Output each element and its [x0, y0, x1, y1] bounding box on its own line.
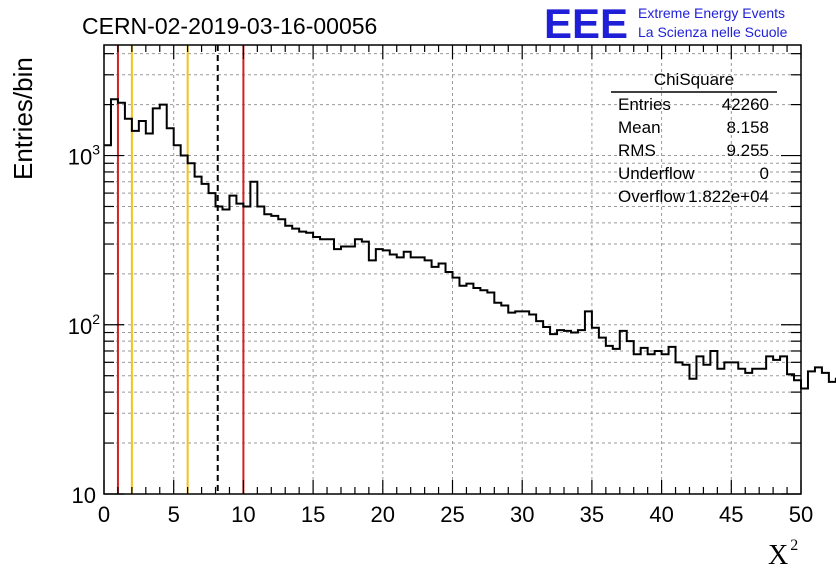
- x-tick-label: 40: [649, 502, 673, 527]
- stats-label-mean: Mean: [618, 118, 661, 137]
- x-tick-label: 45: [719, 502, 743, 527]
- run-title: CERN-02-2019-03-16-00056: [82, 13, 377, 39]
- stats-label-underflow: Underflow: [618, 164, 695, 183]
- eee-logo-text: EEE: [544, 0, 628, 47]
- x-tick-label: 5: [168, 502, 180, 527]
- x-tick-label: 50: [789, 502, 813, 527]
- x-tick-labels: 0 5 10 15 20 25 30 35 40 45 50: [98, 502, 813, 527]
- grid-lines: [104, 45, 801, 495]
- x-tick-label: 0: [98, 502, 110, 527]
- stats-label-rms: RMS: [618, 141, 656, 160]
- stats-title: ChiSquare: [654, 70, 734, 89]
- stats-label-overflow: Overflow: [618, 187, 686, 206]
- y-tick-labels: 10 102 103: [68, 142, 100, 508]
- y-tick-label: 103: [68, 142, 100, 170]
- eee-logo-line2: La Scienza nelle Scuole: [638, 24, 788, 40]
- vertical-marker-lines: [116, 45, 245, 494]
- y-tick-label: 102: [68, 311, 100, 339]
- x-tick-label: 15: [301, 502, 325, 527]
- y-axis-label: Entries/bin: [8, 57, 38, 180]
- eee-logo-line1: Extreme Energy Events: [638, 5, 785, 21]
- stats-box: ChiSquare Entries 42260 Mean 8.158 RMS 9…: [611, 70, 777, 206]
- stats-value-underflow: 0: [760, 164, 769, 183]
- x-tick-label: 25: [440, 502, 464, 527]
- plot-frame: [103, 44, 802, 495]
- x-tick-label: 10: [231, 502, 255, 527]
- stats-value-mean: 8.158: [726, 118, 769, 137]
- y-tick-label: 10: [72, 483, 96, 508]
- stats-value-overflow: 1.822e+04: [688, 187, 769, 206]
- histogram-step-line: [104, 98, 836, 390]
- x-tick-label: 30: [510, 502, 534, 527]
- stats-value-entries: 42260: [722, 95, 769, 114]
- x-tick-label: 35: [580, 502, 604, 527]
- histogram-series: [104, 98, 836, 390]
- axes-frame: [103, 44, 802, 495]
- x-tick-label: 20: [371, 502, 395, 527]
- stats-label-entries: Entries: [618, 95, 671, 114]
- stats-value-rms: 9.255: [726, 141, 769, 160]
